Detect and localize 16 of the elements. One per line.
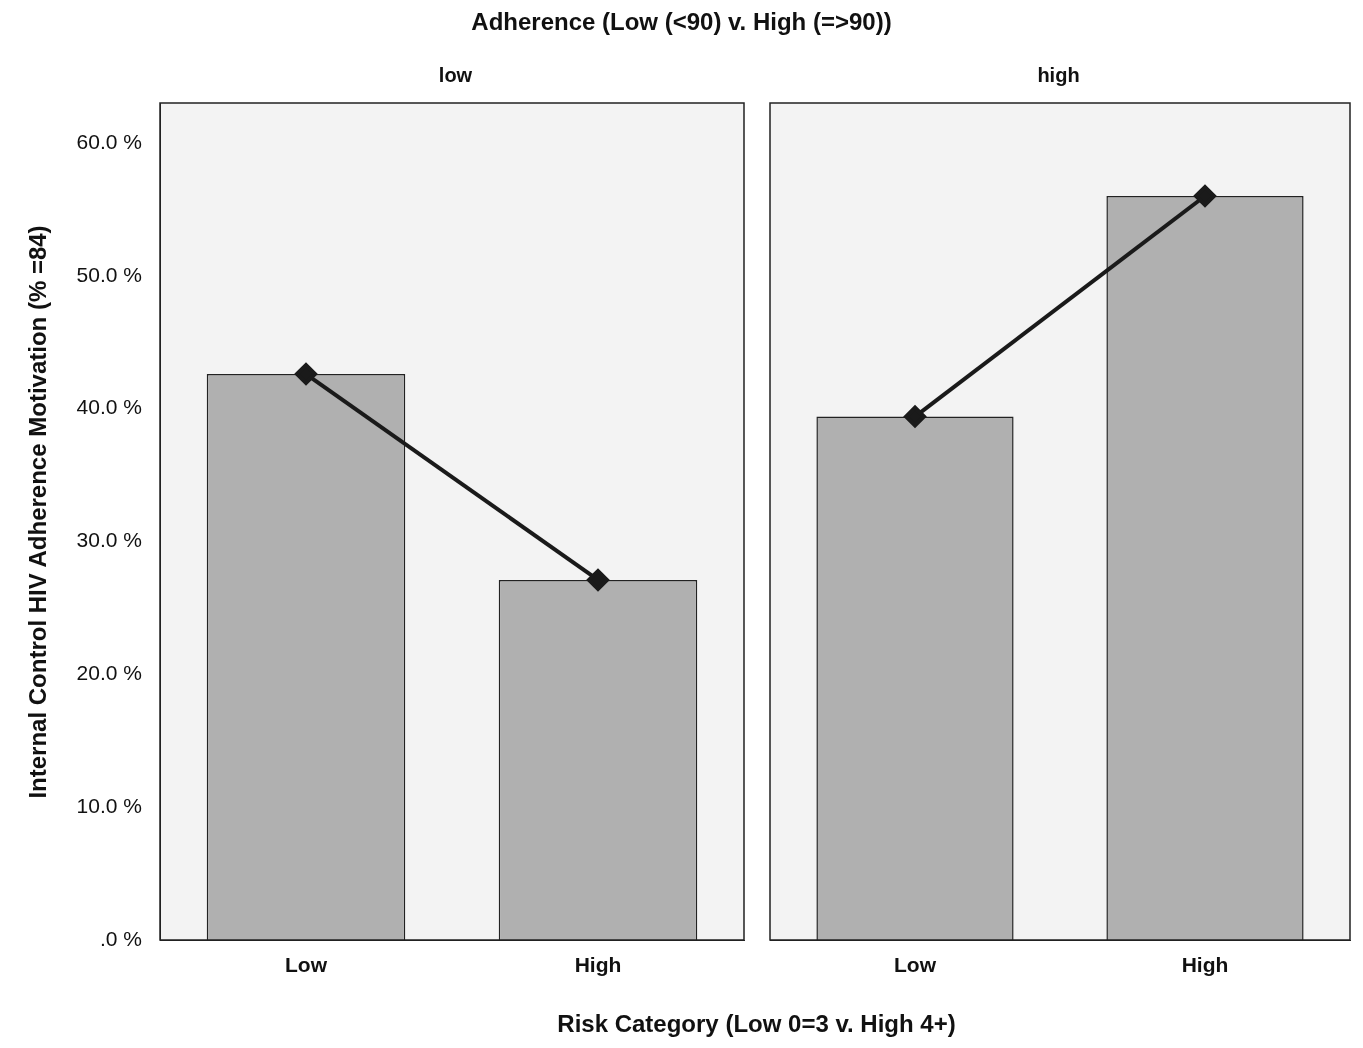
- x-tick-label: Low: [894, 953, 937, 977]
- x-axis-title: Risk Category (Low 0=3 v. High 4+): [556, 1010, 957, 1038]
- y-tick-label: 50.0 %: [76, 262, 142, 286]
- y-tick-label: 30.0 %: [76, 528, 142, 552]
- y-axis-title: Internal Control HIV Adherence Motivation (% =84): [24, 225, 52, 799]
- chart-subtitle: low: [437, 64, 474, 87]
- x-tick-label: High: [574, 953, 622, 977]
- x-tick-label: High: [1181, 953, 1229, 977]
- y-tick-label: 10.0 %: [76, 793, 142, 817]
- chart-title: Adherence (Low (<90) v. High (=>90)): [470, 8, 893, 36]
- y-tick-label: .0 %: [99, 926, 142, 950]
- chart-subtitle: high: [1036, 64, 1081, 87]
- x-tick-label: Low: [285, 953, 328, 977]
- y-tick-label: 60.0 %: [76, 129, 142, 153]
- y-tick-label: 40.0 %: [76, 395, 142, 419]
- y-tick-label: 20.0 %: [76, 661, 142, 685]
